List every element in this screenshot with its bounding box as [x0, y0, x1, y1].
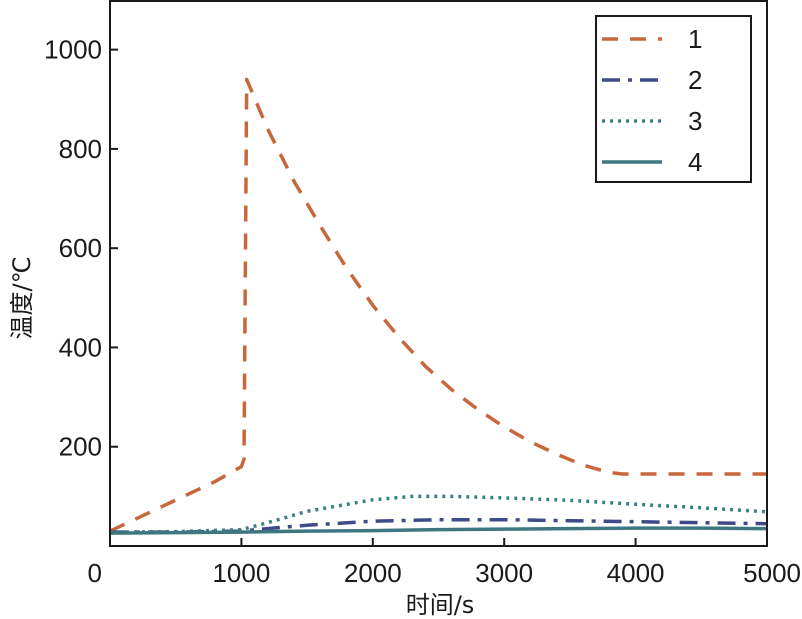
x-tick-label: 1000 [212, 558, 270, 588]
series-line-3 [109, 494, 768, 534]
x-tick-label: 2000 [344, 558, 402, 588]
plot-frame [109, 0, 768, 547]
series-line-4 [109, 526, 768, 535]
y-tick-label: 800 [59, 134, 102, 164]
legend-label: 2 [688, 65, 702, 95]
legend-box [595, 15, 752, 183]
legend-label: 4 [688, 147, 702, 177]
x-tick-label: 4000 [607, 558, 665, 588]
y-axis-label: 温度/℃ [8, 256, 36, 339]
x-tick-label: 3000 [475, 558, 533, 588]
y-tick-label: 1000 [44, 35, 102, 65]
y-axis-ticks: 200 400 600 800 1000 [44, 35, 118, 462]
x-axis-label: 时间/s [406, 591, 475, 619]
legend-label: 1 [688, 24, 702, 54]
legend: 1 2 3 4 [595, 15, 752, 183]
y-tick-label: 400 [59, 332, 102, 362]
x-axis-ticks: 0 1000 2000 3000 4000 5000 [88, 538, 801, 588]
series-line-1 [109, 77, 767, 533]
legend-label: 3 [688, 106, 702, 136]
x-tick-label: 5000 [743, 558, 801, 588]
y-tick-label: 600 [59, 233, 102, 263]
y-tick-label: 200 [59, 432, 102, 462]
x-tick-label: 0 [88, 558, 102, 588]
plot-series [109, 77, 768, 535]
